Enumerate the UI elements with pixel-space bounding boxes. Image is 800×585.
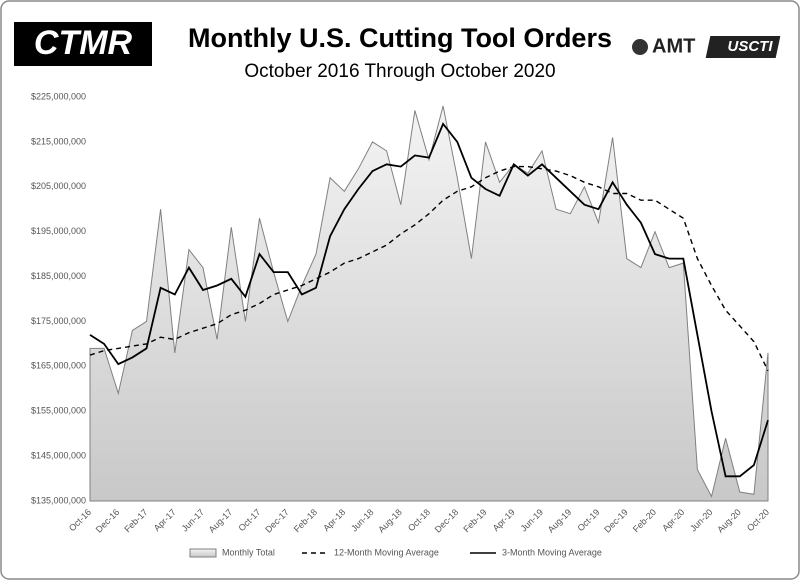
logo-text: CTMR xyxy=(34,24,133,62)
y-tick-label: $155,000,000 xyxy=(31,406,86,416)
chart-title: Monthly U.S. Cutting Tool Orders xyxy=(188,23,612,53)
legend-item: 12-Month Moving Average xyxy=(302,547,439,557)
line xyxy=(89,122,769,478)
legend-item: 3-Month Moving Average xyxy=(470,547,602,557)
y-tick-label: $165,000,000 xyxy=(31,361,86,371)
chart-subtitle: October 2016 Through October 2020 xyxy=(244,61,555,82)
logo-text: USCTI xyxy=(728,38,774,55)
area xyxy=(89,105,769,502)
ctmr-logo: CTMR xyxy=(14,22,152,66)
legend-item: Monthly Total xyxy=(189,547,275,558)
y-tick-label: $225,000,000 xyxy=(31,91,86,101)
legend-swatch xyxy=(189,548,217,558)
legend-label: 3-Month Moving Average xyxy=(502,547,602,557)
y-tick-label: $195,000,000 xyxy=(31,226,86,236)
y-tick-label: $205,000,000 xyxy=(31,181,86,191)
line xyxy=(89,165,769,372)
logo-text: AMT xyxy=(652,35,695,57)
y-tick-label: $135,000,000 xyxy=(31,495,86,505)
legend-label: 12-Month Moving Average xyxy=(334,547,439,557)
amt-logo: AMT xyxy=(632,35,695,57)
y-tick-label: $145,000,000 xyxy=(31,450,86,460)
y-tick-label: $215,000,000 xyxy=(31,136,86,146)
y-tick-label: $185,000,000 xyxy=(31,271,86,281)
uscti-logo: USCTI xyxy=(705,36,781,58)
y-tick-label: $175,000,000 xyxy=(31,316,86,326)
legend-label: Monthly Total xyxy=(222,547,275,557)
